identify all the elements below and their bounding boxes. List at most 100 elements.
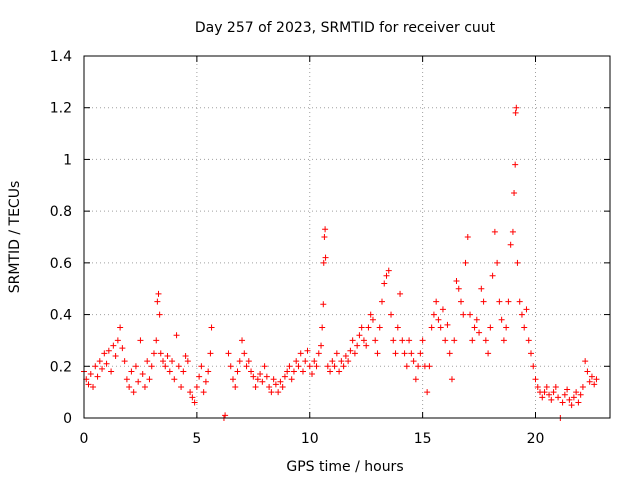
data-point	[313, 363, 320, 370]
data-point	[480, 298, 487, 305]
y-tick-labels: 0 0.2 0.4 0.6 0.8 1 1.2 1.4	[50, 49, 72, 427]
data-point	[288, 376, 295, 383]
data-point	[162, 363, 169, 370]
data-point	[550, 389, 557, 396]
data-point	[356, 332, 363, 339]
data-point	[534, 383, 541, 390]
data-point	[239, 337, 246, 344]
x-tick-label: 10	[301, 431, 319, 447]
data-point	[584, 368, 591, 375]
data-point	[406, 337, 413, 344]
chart-title: Day 257 of 2023, SRMTID for receiver cuu…	[195, 20, 496, 36]
data-point	[555, 394, 562, 401]
data-point	[527, 350, 534, 357]
grid-lines	[84, 56, 610, 418]
x-tick-label: 5	[192, 431, 201, 447]
data-point	[338, 358, 345, 365]
data-point	[222, 412, 229, 419]
data-point	[428, 324, 435, 331]
data-point	[539, 394, 546, 401]
data-point	[437, 324, 444, 331]
data-points	[81, 104, 600, 421]
data-point	[207, 350, 214, 357]
y-tick-label: 1	[63, 152, 72, 168]
data-point	[390, 337, 397, 344]
data-point	[525, 337, 532, 344]
data-point	[121, 358, 128, 365]
data-point	[369, 316, 376, 323]
data-point	[322, 226, 329, 233]
data-point	[340, 363, 347, 370]
data-point	[482, 337, 489, 344]
data-point	[579, 383, 586, 390]
x-axis-label: GPS time / hours	[286, 459, 403, 475]
data-point	[401, 350, 408, 357]
data-point	[252, 383, 259, 390]
data-point	[498, 316, 505, 323]
data-point	[514, 259, 521, 266]
data-point	[105, 347, 112, 354]
data-point	[299, 368, 306, 375]
data-point	[130, 389, 137, 396]
data-point	[257, 371, 264, 378]
data-point	[243, 363, 250, 370]
data-point	[358, 324, 365, 331]
data-point	[234, 368, 241, 375]
data-point	[182, 352, 189, 359]
data-point	[469, 337, 476, 344]
data-point	[573, 389, 580, 396]
data-point	[164, 352, 171, 359]
axis-ticks	[83, 55, 610, 419]
data-point	[92, 363, 99, 370]
data-point	[444, 321, 451, 328]
data-point	[561, 391, 568, 398]
data-point	[306, 363, 313, 370]
data-point	[509, 228, 516, 235]
data-point	[593, 376, 600, 383]
data-point	[378, 298, 385, 305]
data-point	[281, 373, 288, 380]
data-point	[311, 358, 318, 365]
data-point	[250, 373, 257, 380]
data-point	[577, 391, 584, 398]
data-point	[471, 324, 478, 331]
data-point	[485, 350, 492, 357]
data-point	[351, 350, 358, 357]
y-tick-label: 1.2	[50, 101, 72, 117]
data-point	[263, 373, 270, 380]
data-point	[476, 329, 483, 336]
data-point	[548, 396, 555, 403]
data-point	[205, 368, 212, 375]
data-point	[103, 360, 110, 367]
data-point	[442, 337, 449, 344]
x-tick-label: 20	[527, 431, 545, 447]
data-point	[439, 306, 446, 313]
data-point	[478, 285, 485, 292]
data-point	[376, 324, 383, 331]
data-point	[532, 376, 539, 383]
data-point	[518, 311, 525, 318]
data-point	[123, 376, 130, 383]
data-point	[227, 363, 234, 370]
data-point	[261, 363, 268, 370]
data-point	[417, 350, 424, 357]
data-point	[491, 228, 498, 235]
data-point	[331, 363, 338, 370]
data-point	[193, 383, 200, 390]
data-point	[160, 358, 167, 365]
data-point	[345, 358, 352, 365]
data-point	[175, 363, 182, 370]
data-point	[184, 358, 191, 365]
data-point	[241, 350, 248, 357]
data-point	[516, 298, 523, 305]
data-point	[208, 324, 215, 331]
data-point	[327, 368, 334, 375]
y-tick-label: 1.4	[50, 49, 72, 65]
data-point	[99, 365, 106, 372]
data-point	[198, 363, 205, 370]
data-point	[473, 316, 480, 323]
data-point	[552, 383, 559, 390]
y-tick-label: 0.6	[50, 256, 72, 272]
data-point	[293, 358, 300, 365]
data-point	[171, 376, 178, 383]
